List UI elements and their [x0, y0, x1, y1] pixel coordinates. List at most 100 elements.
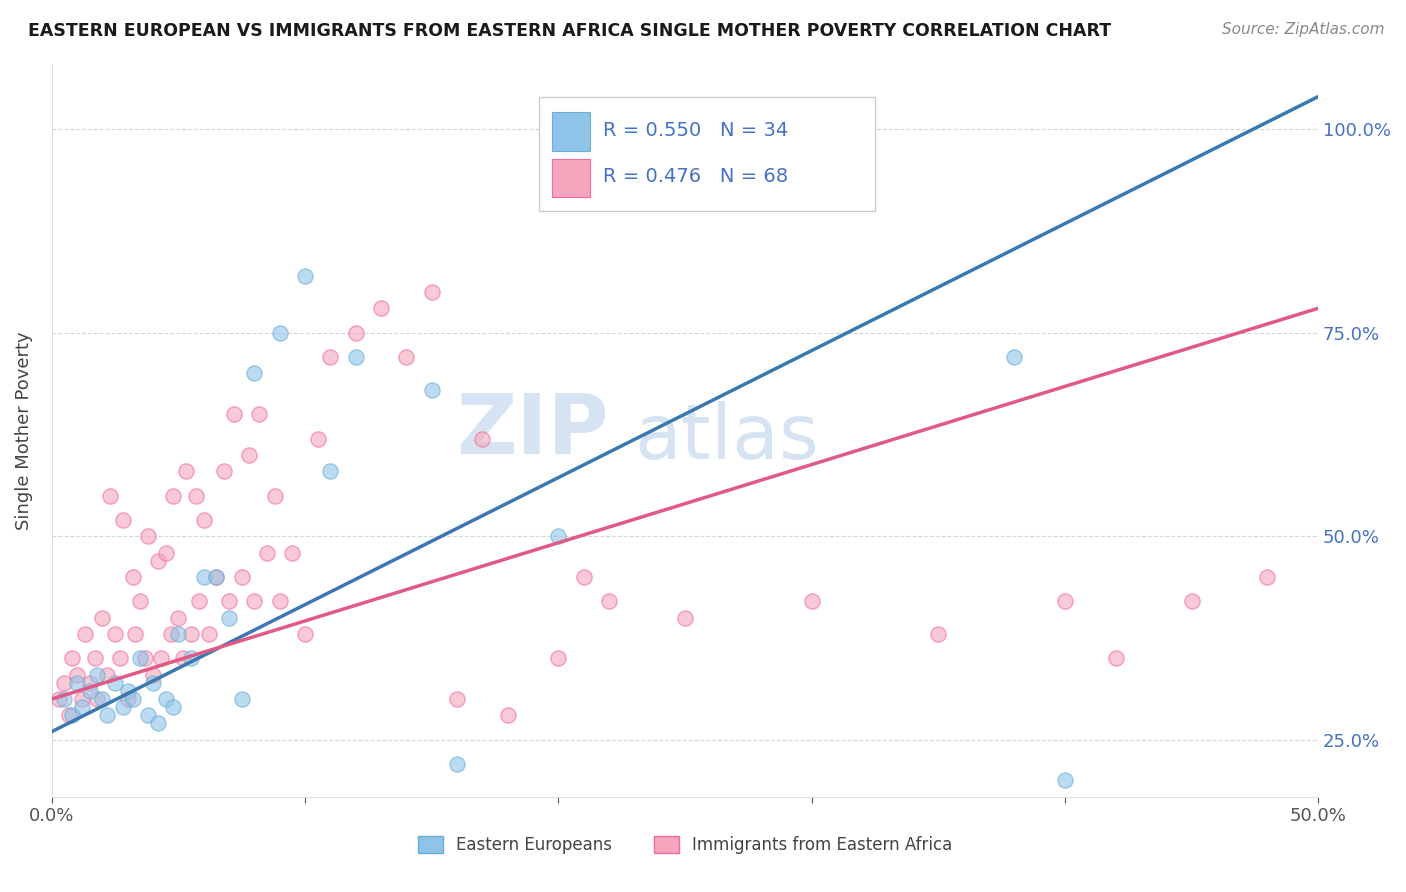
Point — [193, 513, 215, 527]
Text: Source: ZipAtlas.com: Source: ZipAtlas.com — [1222, 22, 1385, 37]
Text: EASTERN EUROPEAN VS IMMIGRANTS FROM EASTERN AFRICA SINGLE MOTHER POVERTY CORRELA: EASTERN EUROPEAN VS IMMIGRANTS FROM EAST… — [28, 22, 1111, 40]
Point — [212, 464, 235, 478]
Point — [124, 627, 146, 641]
Point — [111, 700, 134, 714]
Point — [66, 675, 89, 690]
Point — [111, 513, 134, 527]
Point — [70, 700, 93, 714]
Point — [73, 627, 96, 641]
Point — [1104, 651, 1126, 665]
Point — [79, 675, 101, 690]
Point — [86, 692, 108, 706]
Point — [218, 594, 240, 608]
Point — [136, 708, 159, 723]
Point — [307, 432, 329, 446]
Point — [598, 594, 620, 608]
FancyBboxPatch shape — [553, 160, 591, 197]
Point — [471, 432, 494, 446]
Point — [142, 667, 165, 681]
Point — [256, 545, 278, 559]
Point — [155, 692, 177, 706]
Point — [243, 367, 266, 381]
Point — [205, 570, 228, 584]
Point — [117, 684, 139, 698]
Y-axis label: Single Mother Poverty: Single Mother Poverty — [15, 331, 32, 530]
Point — [79, 684, 101, 698]
Text: R = 0.550   N = 34: R = 0.550 N = 34 — [603, 120, 787, 139]
Point — [187, 594, 209, 608]
Point — [60, 651, 83, 665]
Point — [420, 383, 443, 397]
Point — [108, 651, 131, 665]
Point — [70, 692, 93, 706]
Point — [91, 610, 114, 624]
Point — [104, 675, 127, 690]
Point — [117, 692, 139, 706]
Legend: Eastern Europeans, Immigrants from Eastern Africa: Eastern Europeans, Immigrants from Easte… — [418, 836, 952, 855]
Point — [104, 627, 127, 641]
Point — [172, 651, 194, 665]
Point — [263, 489, 285, 503]
Point — [91, 692, 114, 706]
Point — [60, 708, 83, 723]
Point — [319, 350, 342, 364]
Point — [155, 545, 177, 559]
Point — [86, 667, 108, 681]
Point — [1053, 773, 1076, 788]
Point — [159, 627, 181, 641]
Point — [673, 610, 696, 624]
Point — [269, 594, 291, 608]
Point — [218, 610, 240, 624]
Point — [927, 627, 949, 641]
Point — [146, 554, 169, 568]
Point — [162, 700, 184, 714]
Point — [98, 489, 121, 503]
Point — [231, 692, 253, 706]
Point — [193, 570, 215, 584]
Point — [53, 675, 76, 690]
Point — [249, 407, 271, 421]
Point — [129, 594, 152, 608]
Point — [319, 464, 342, 478]
Point — [446, 692, 468, 706]
Text: ZIP: ZIP — [457, 390, 609, 471]
Point — [281, 545, 304, 559]
Point — [420, 285, 443, 299]
Point — [269, 326, 291, 340]
Point — [136, 529, 159, 543]
Point — [180, 627, 202, 641]
Point — [149, 651, 172, 665]
Text: R = 0.476   N = 68: R = 0.476 N = 68 — [603, 168, 787, 186]
Point — [205, 570, 228, 584]
Point — [496, 708, 519, 723]
Point — [294, 627, 316, 641]
Point — [1256, 570, 1278, 584]
Point — [58, 708, 80, 723]
Point — [395, 350, 418, 364]
Point — [547, 651, 569, 665]
Point — [238, 448, 260, 462]
Point — [446, 757, 468, 772]
Point — [174, 464, 197, 478]
Point — [1002, 350, 1025, 364]
Point — [142, 675, 165, 690]
Point — [167, 627, 190, 641]
FancyBboxPatch shape — [540, 97, 875, 211]
Point — [572, 570, 595, 584]
Point — [167, 610, 190, 624]
Point — [197, 627, 219, 641]
Point — [146, 716, 169, 731]
Point — [48, 692, 70, 706]
Point — [129, 651, 152, 665]
Point — [162, 489, 184, 503]
Point — [96, 708, 118, 723]
Point — [800, 594, 823, 608]
Point — [134, 651, 156, 665]
Point — [121, 692, 143, 706]
Point — [1053, 594, 1076, 608]
Point — [231, 570, 253, 584]
Point — [294, 268, 316, 283]
Point — [547, 529, 569, 543]
Text: atlas: atlas — [634, 401, 820, 475]
Point — [180, 651, 202, 665]
